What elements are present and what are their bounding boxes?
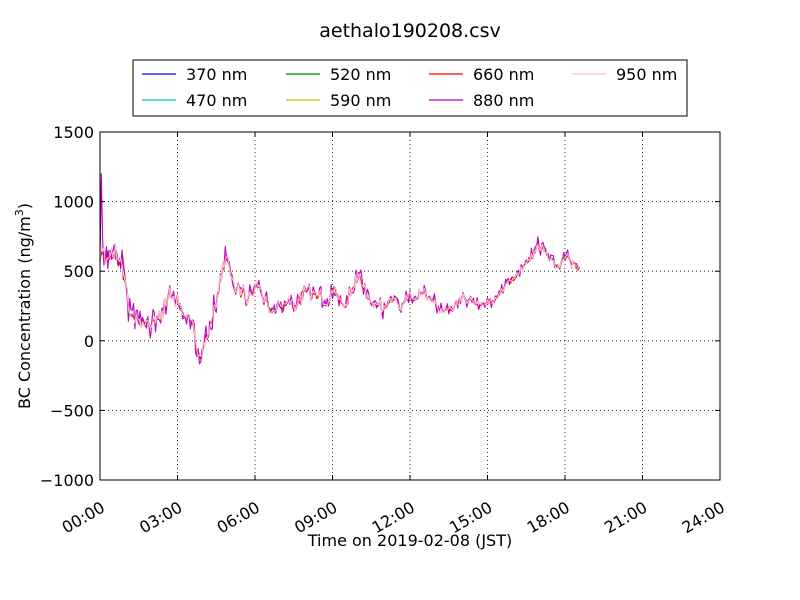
series-line-880-nm (100, 173, 580, 365)
y-tick-labels: −1000 −500 0 500 1000 1500 (40, 123, 94, 490)
y-axis-label-sup: 3 (13, 209, 26, 216)
x-axis-label: Time on 2019-02-08 (JST) (307, 531, 512, 550)
legend: 370 nm 470 nm 520 nm 590 nm 660 nm 880 nm 950 … (132, 59, 688, 117)
legend-label-590-nm: 590 nm (330, 91, 391, 110)
series-lines (100, 173, 580, 365)
y-axis-label: BC Concentration (ng/m3) (13, 203, 34, 409)
y-tick-label: −500 (50, 401, 94, 420)
legend-label-370-nm: 370 nm (186, 65, 247, 84)
legend-label-880-nm: 880 nm (473, 91, 534, 110)
legend-label-520-nm: 520 nm (330, 65, 391, 84)
grid (100, 132, 720, 480)
legend-box (132, 59, 688, 117)
y-tick-label: −1000 (40, 471, 94, 490)
y-axis-label-main: BC Concentration (ng/m (15, 216, 34, 409)
y-tick-label: 1000 (53, 193, 94, 212)
legend-label-950-nm: 950 nm (616, 65, 677, 84)
y-tick-label: 1500 (53, 123, 94, 142)
series-line-950-nm (100, 242, 580, 357)
y-tick-label: 500 (63, 262, 94, 281)
legend-label-470-nm: 470 nm (186, 91, 247, 110)
y-axis-label-end: ) (15, 203, 34, 209)
legend-label-660-nm: 660 nm (473, 65, 534, 84)
y-tick-label: 0 (84, 332, 94, 351)
chart-title: aethalo190208.csv (319, 20, 501, 42)
axis-ticks (99, 131, 721, 481)
